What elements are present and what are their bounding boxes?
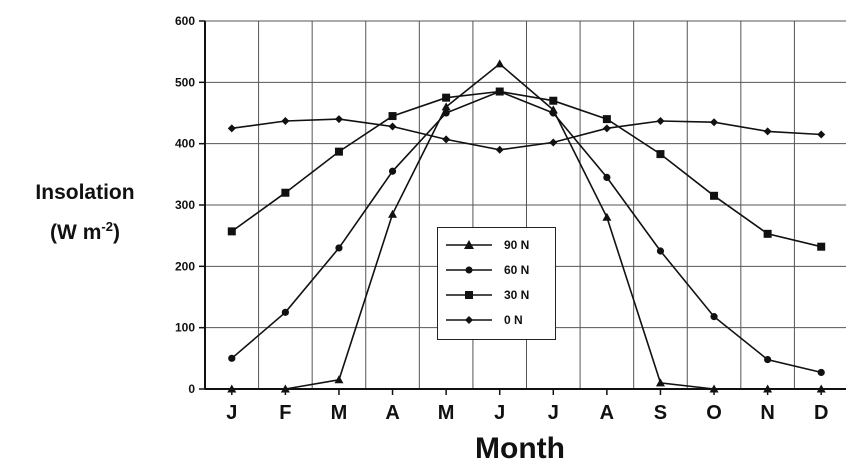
- y-axis-title-unit: (W m-2): [50, 219, 120, 244]
- data-point-dot: [442, 109, 450, 117]
- data-point-diamond: [656, 116, 665, 125]
- data-point-square: [334, 147, 343, 156]
- data-point-dot: [603, 173, 611, 181]
- data-point-triangle: [227, 384, 237, 393]
- data-point-triangle: [655, 378, 665, 387]
- x-tick-label: D: [814, 402, 828, 424]
- x-tick-label: J: [494, 402, 505, 424]
- legend-item-30n: 30 N: [438, 286, 555, 306]
- y-axis-title-line1: Insolation: [35, 181, 135, 204]
- data-point-diamond: [227, 124, 236, 133]
- y-tick-label: 0: [188, 382, 195, 396]
- x-tick-label: J: [548, 402, 559, 424]
- data-point-triangle: [816, 384, 826, 393]
- data-point-triangle: [388, 209, 398, 218]
- data-point-square: [817, 242, 826, 251]
- x-tick-label: S: [654, 402, 667, 424]
- data-point-diamond: [549, 138, 558, 147]
- data-point-square: [227, 227, 236, 236]
- data-point-diamond: [602, 124, 611, 133]
- y-tick-label: 400: [175, 137, 195, 151]
- x-tick-label: M: [331, 402, 348, 424]
- data-point-square: [442, 93, 451, 102]
- data-point-diamond: [763, 127, 772, 136]
- data-point-dot: [764, 355, 772, 364]
- data-point-dot: [228, 354, 236, 362]
- legend-item-0n: 0 N: [438, 311, 555, 331]
- legend: 90 N 60 N 30 N 0 N: [437, 227, 556, 340]
- legend-label: 0 N: [504, 313, 523, 327]
- data-point-triangle: [334, 375, 344, 384]
- legend-swatch-triangle: [446, 240, 492, 249]
- data-point-dot: [281, 308, 289, 316]
- x-tick-label: N: [760, 402, 774, 424]
- legend-swatch-dot: [446, 266, 492, 274]
- series-line: [231, 118, 822, 151]
- series-lines: [227, 59, 826, 393]
- series-0n: [227, 115, 826, 154]
- data-point-diamond: [710, 118, 719, 127]
- data-point-square: [602, 115, 611, 124]
- legend-label: 30 N: [504, 288, 530, 302]
- legend-item-60n: 60 N: [438, 261, 555, 281]
- data-point-diamond: [281, 116, 290, 125]
- data-point-diamond: [388, 122, 397, 131]
- series-line: [231, 62, 822, 390]
- y-tick-label: 200: [175, 259, 195, 273]
- y-tick-label: 100: [175, 321, 195, 335]
- data-point-diamond: [334, 115, 343, 124]
- data-point-square: [388, 112, 397, 121]
- data-point-dot: [710, 313, 718, 321]
- legend-label: 90 N: [504, 238, 530, 252]
- data-point-triangle: [709, 384, 719, 393]
- series-30n: [227, 87, 826, 251]
- data-point-square: [763, 229, 772, 238]
- legend-item-90n: 90 N: [438, 236, 555, 256]
- data-point-triangle: [763, 384, 773, 393]
- x-tick-label: J: [226, 402, 237, 424]
- series-line: [231, 90, 822, 374]
- x-tick-label: M: [438, 402, 455, 424]
- data-point-dot: [549, 109, 557, 117]
- data-point-square: [710, 191, 719, 200]
- x-axis-title: Month: [475, 432, 565, 465]
- data-point-triangle: [441, 102, 451, 111]
- y-tick-label: 500: [175, 75, 195, 89]
- data-point-triangle: [280, 384, 290, 393]
- y-tick-label: 600: [175, 14, 195, 28]
- data-point-square: [495, 87, 504, 96]
- data-point-dot: [656, 247, 665, 255]
- legend-label: 60 N: [504, 263, 530, 277]
- x-tick-label: A: [385, 402, 399, 424]
- data-point-square: [656, 150, 665, 159]
- x-tick-label: O: [706, 402, 722, 424]
- data-point-diamond: [817, 130, 826, 139]
- data-point-diamond: [442, 135, 451, 144]
- x-tick-label: F: [279, 402, 291, 424]
- data-point-dot: [335, 244, 343, 252]
- series-90n: [227, 59, 826, 393]
- y-axis-title: Insolation (W m-2): [10, 176, 160, 250]
- data-point-dot: [817, 368, 825, 377]
- legend-swatch-square: [446, 291, 492, 299]
- data-point-square: [281, 188, 290, 197]
- data-point-square: [549, 96, 558, 105]
- legend-swatch-diamond: [446, 316, 492, 324]
- data-point-diamond: [495, 145, 504, 154]
- data-point-triangle: [602, 212, 612, 221]
- data-point-dot: [388, 167, 397, 175]
- grid: [205, 20, 846, 389]
- y-tick-label: 300: [175, 198, 195, 212]
- y-tick-labels: 0 100 200 300 400 500 600: [175, 14, 195, 396]
- series-line: [231, 90, 822, 248]
- data-point-triangle: [495, 59, 505, 68]
- x-tick-label: A: [600, 402, 614, 424]
